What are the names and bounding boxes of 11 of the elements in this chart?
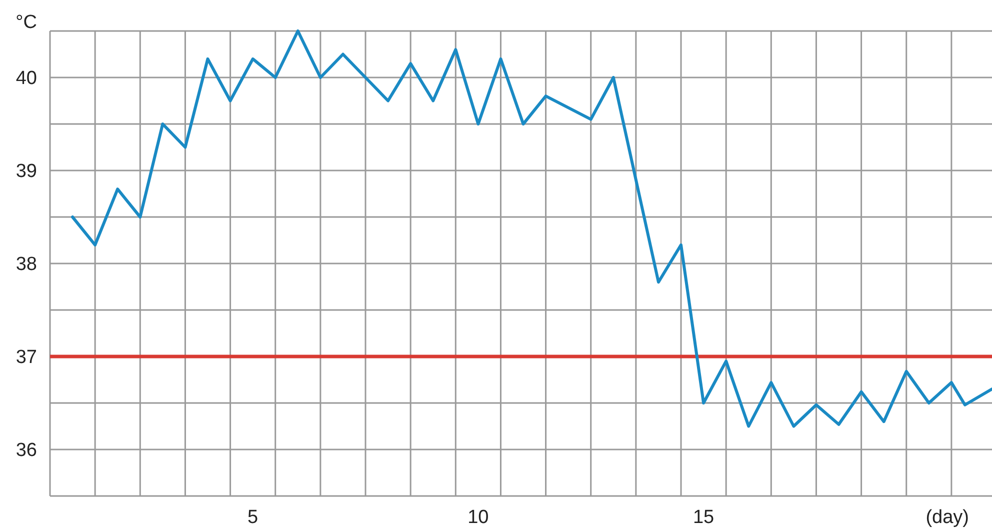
x-axis-title: (day) <box>926 507 969 528</box>
x-tick-label: 15 <box>692 507 714 528</box>
y-tick-label: 40 <box>16 68 37 90</box>
x-tick-label: 5 <box>248 507 258 528</box>
y-axis-title: °C <box>16 12 37 33</box>
x-tick-label: 10 <box>468 507 489 528</box>
y-tick-label: 36 <box>16 440 37 462</box>
y-tick-label: 39 <box>16 161 37 182</box>
y-tick-label: 37 <box>16 347 37 368</box>
line-series <box>71 30 992 428</box>
y-tick-label: 38 <box>16 254 37 276</box>
